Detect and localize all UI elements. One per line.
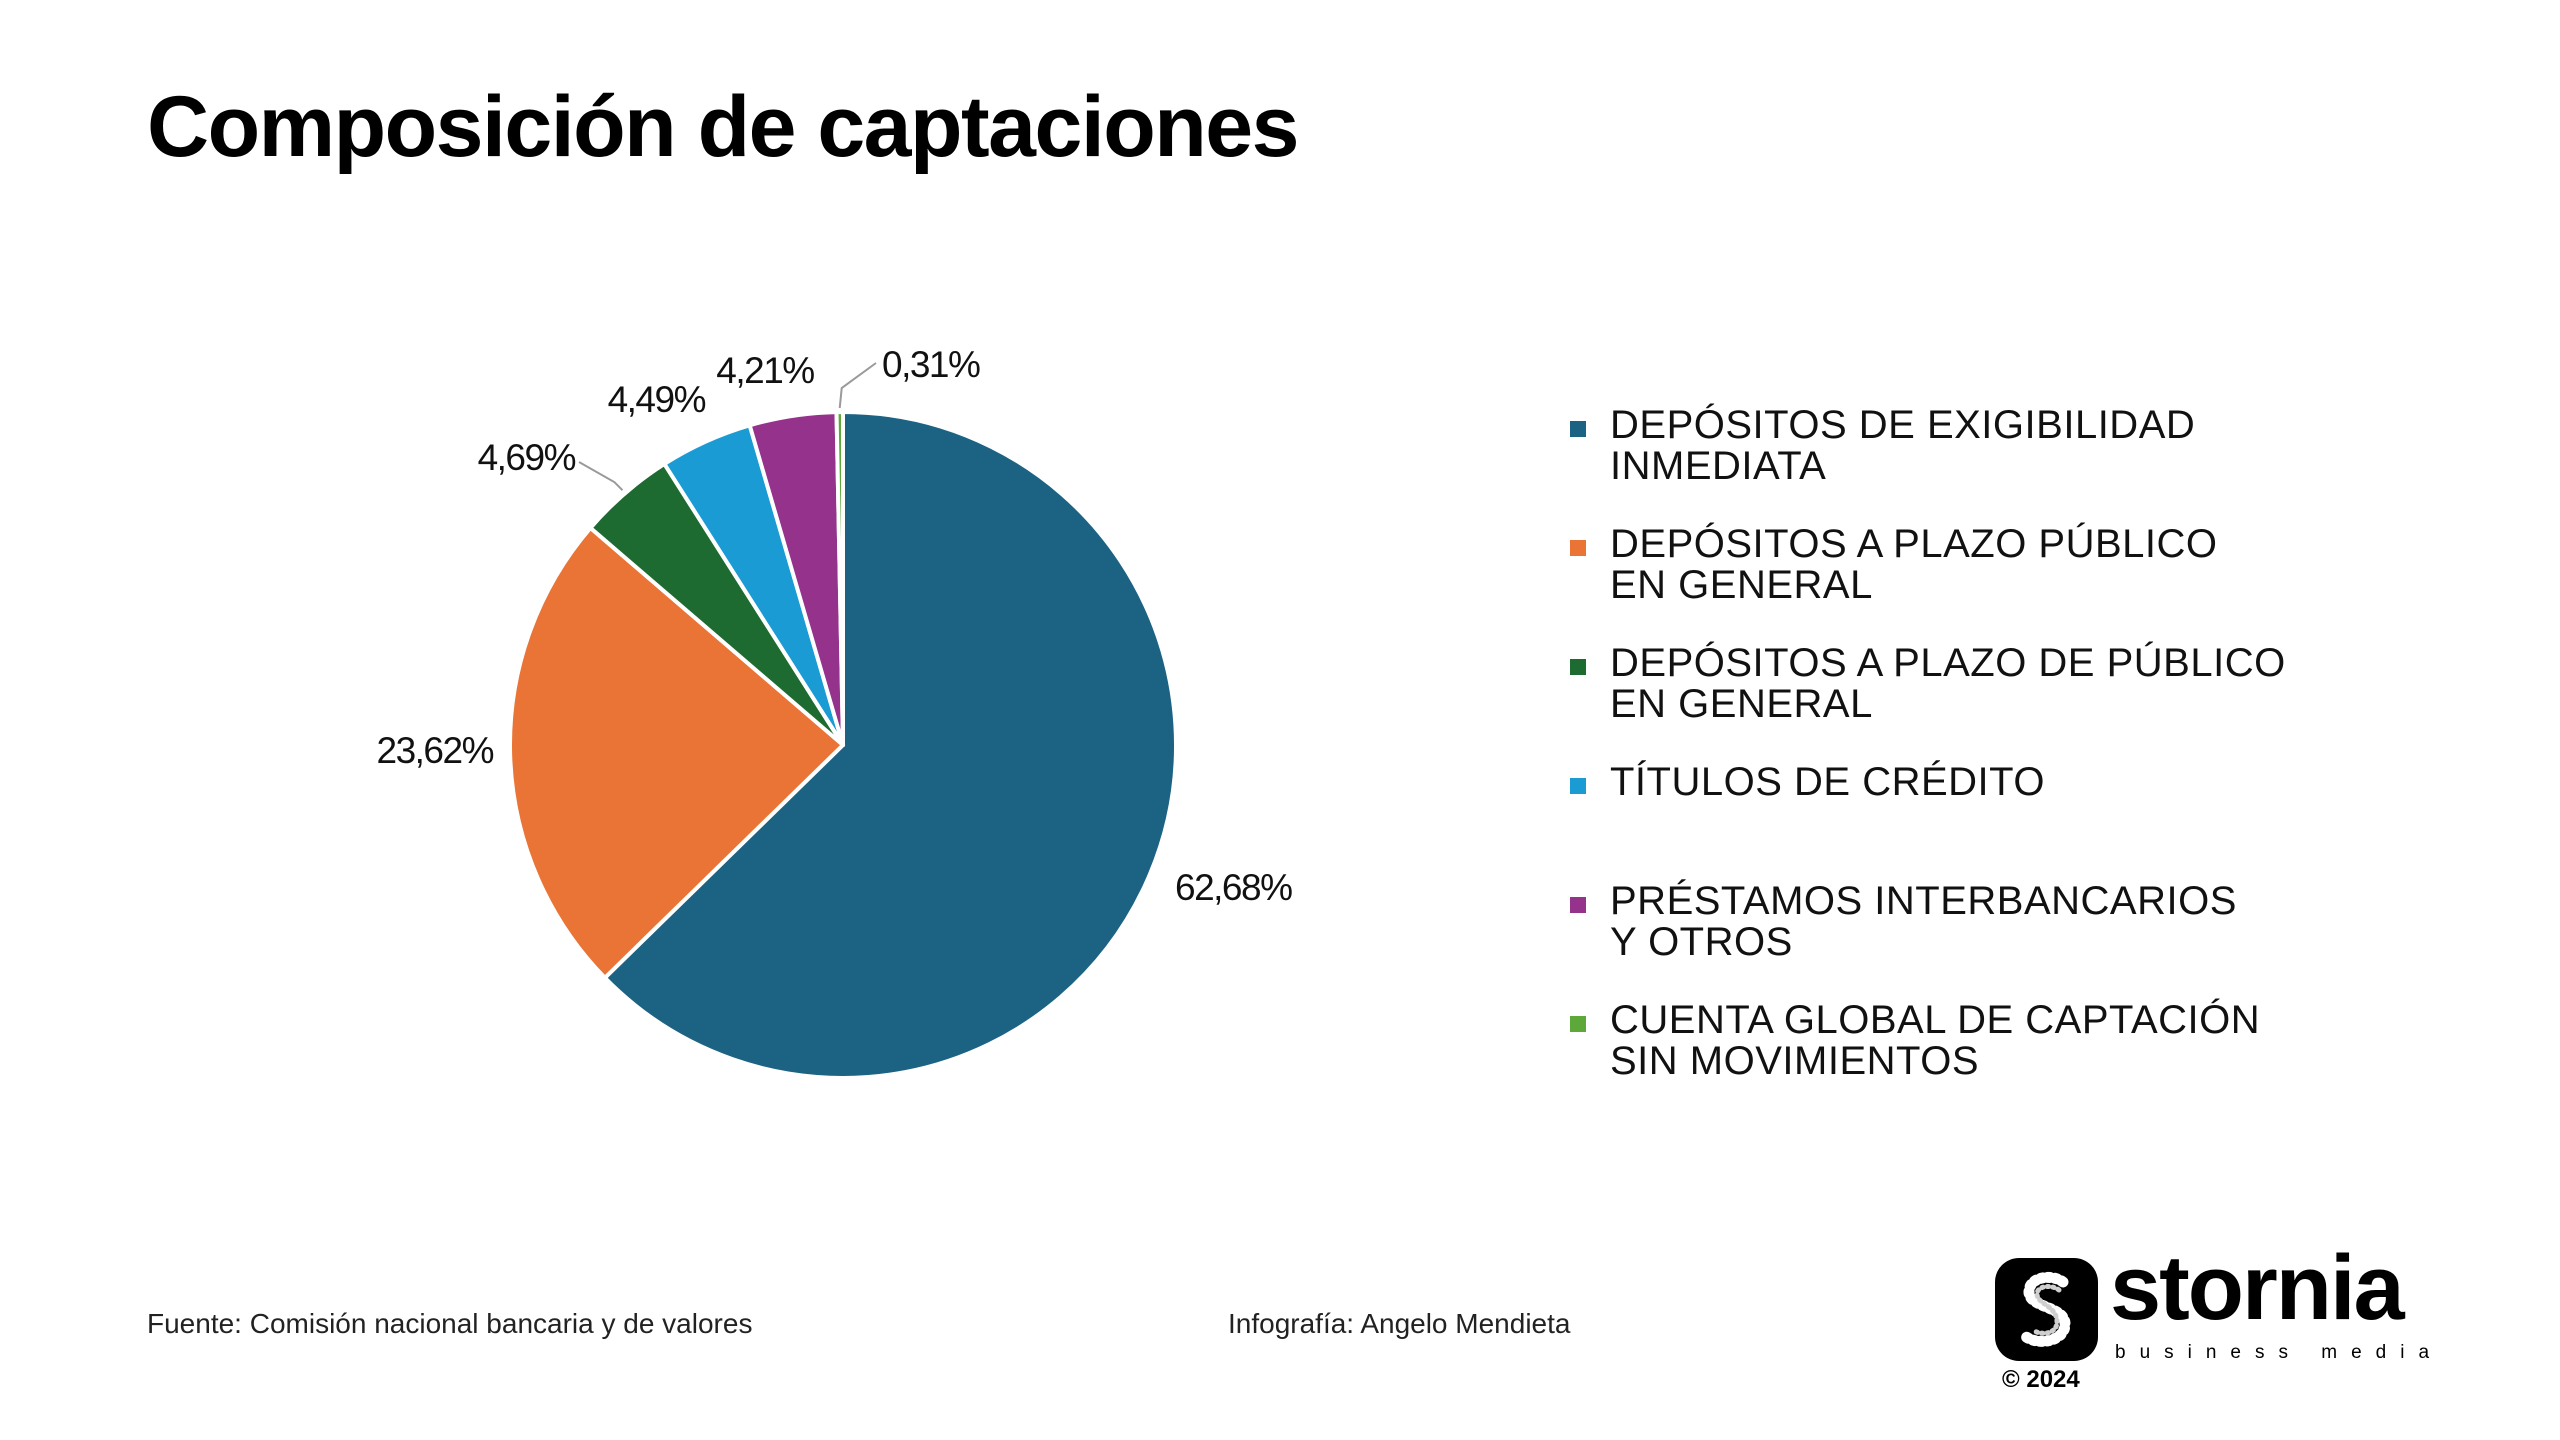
slice-value-label: 4,21% (716, 350, 814, 391)
brand-name: stornia (2110, 1237, 2405, 1339)
legend-swatch (1570, 897, 1586, 913)
pie-slices (508, 409, 1178, 1080)
legend-label: DEPÓSITOS A PLAZO DE PÚBLICO EN GENERAL (1610, 641, 2286, 726)
legend-swatch (1570, 421, 1586, 437)
legend-item: CUENTA GLOBAL DE CAPTACIÓN SIN MOVIMIENT… (1570, 1000, 2370, 1119)
slice-value-label: 4,69% (478, 437, 576, 478)
slice-value-label: 0,31% (882, 344, 980, 385)
pie-slice (508, 525, 845, 980)
leader-line (578, 461, 624, 491)
page-title: Composición de captaciones (147, 79, 1299, 175)
stornia-s-logo-icon (1995, 1258, 2098, 1361)
legend-item: DEPÓSITOS A PLAZO DE PÚBLICO EN GENERAL (1570, 643, 2370, 762)
slice-value-label: 4,49% (608, 379, 706, 420)
legend-item: TÍTULOS DE CRÉDITO (1570, 762, 2370, 881)
leader-lines (578, 362, 877, 491)
slice-labels: 62,68% 23,62% 4,69% 4,49%4,21% 0,31% (377, 344, 1294, 908)
legend-swatch (1570, 1016, 1586, 1032)
credit-note: Infografía: Angelo Mendieta (1228, 1308, 1571, 1339)
brand-tagline: business media (2115, 1342, 2444, 1363)
legend-item: PRÉSTAMOS INTERBANCARIOS Y OTROS (1570, 881, 2370, 1000)
leader-line (838, 362, 877, 409)
legend-label: CUENTA GLOBAL DE CAPTACIÓN SIN MOVIMIENT… (1610, 998, 2261, 1083)
legend-label: PRÉSTAMOS INTERBANCARIOS Y OTROS (1610, 879, 2237, 964)
source-note: Fuente: Comisión nacional bancaria y de … (147, 1308, 753, 1339)
legend-swatch (1570, 659, 1586, 675)
copyright: © 2024 (2002, 1366, 2080, 1393)
legend-swatch (1570, 778, 1586, 794)
slice-value-label: 23,62% (377, 730, 494, 771)
legend-item: DEPÓSITOS DE EXIGIBILIDAD INMEDIATA (1570, 405, 2370, 524)
legend: DEPÓSITOS DE EXIGIBILIDAD INMEDIATA DEPÓ… (1570, 405, 2370, 1119)
pie-slice (834, 409, 845, 747)
pie-slice (602, 410, 1178, 1080)
legend-label: DEPÓSITOS A PLAZO PÚBLICO EN GENERAL (1610, 522, 2218, 607)
legend-swatch (1570, 540, 1586, 556)
legend-label: DEPÓSITOS DE EXIGIBILIDAD INMEDIATA (1610, 403, 2196, 488)
legend-item: DEPÓSITOS A PLAZO PÚBLICO EN GENERAL (1570, 524, 2370, 643)
slice-value-label: 62,68% (1175, 867, 1292, 908)
legend-label: TÍTULOS DE CRÉDITO (1610, 760, 2045, 804)
